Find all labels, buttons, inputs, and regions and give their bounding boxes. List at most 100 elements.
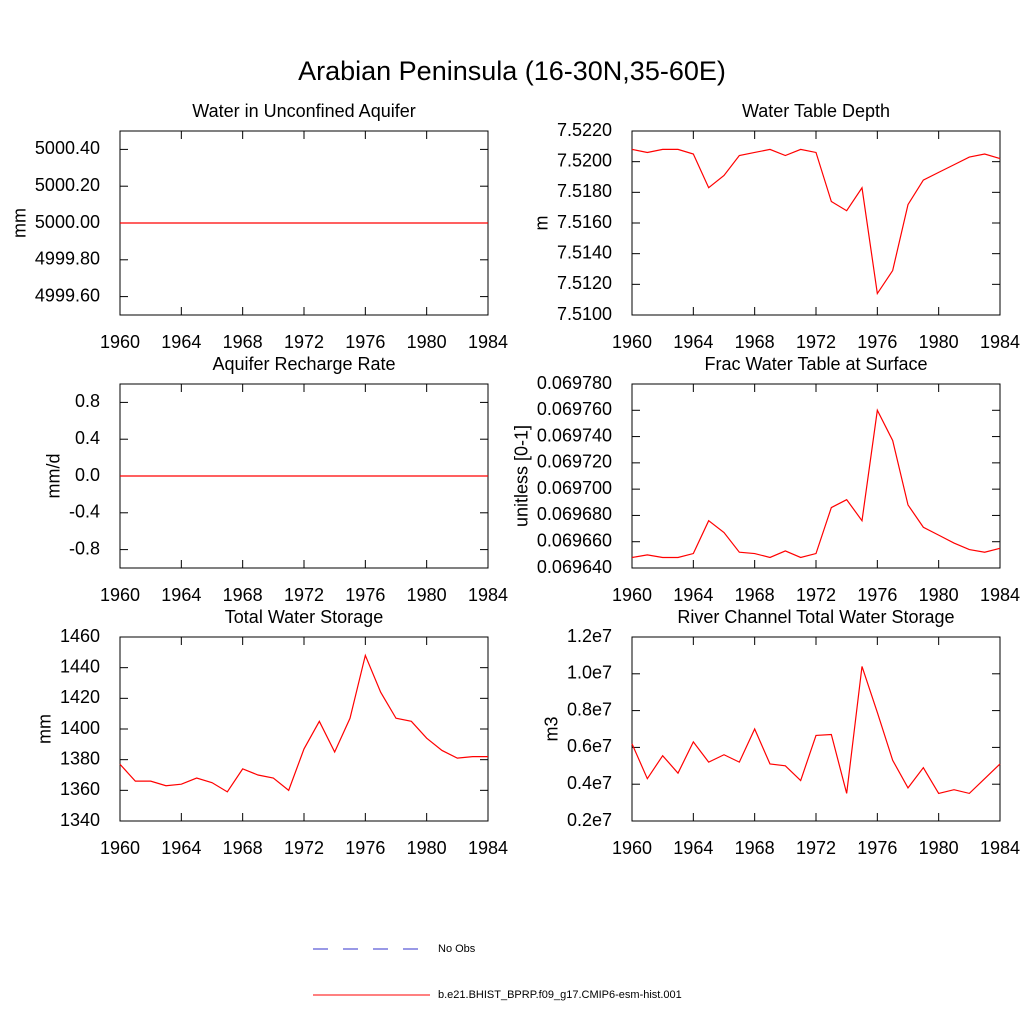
panel: Water Table Depth 1960 1964 1968 1972 1976 198… (532, 101, 1020, 352)
y-tick-label: 7.5120 (557, 273, 612, 293)
panel-title: Aquifer Recharge Rate (212, 354, 395, 374)
x-tick-label: 1976 (857, 332, 897, 352)
y-tick-label: 0.069660 (537, 530, 612, 550)
data-line (631, 666, 1001, 795)
x-tick-label: 1964 (673, 332, 713, 352)
y-axis-label: m3 (542, 716, 562, 741)
y-tick-label: 0.069720 (537, 452, 612, 472)
y-tick-label: 0.069760 (537, 399, 612, 419)
y-tick-label: 1400 (60, 718, 100, 738)
y-tick-label: 0.8 (75, 391, 100, 411)
y-tick-label: 1360 (60, 779, 100, 799)
data-line (631, 408, 1001, 559)
panel-title: Total Water Storage (225, 607, 383, 627)
y-tick-label: 0.069640 (537, 557, 612, 577)
y-tick-label: 0.4 (75, 428, 100, 448)
y-tick-label: 1460 (60, 626, 100, 646)
y-tick-label: 4999.80 (35, 249, 100, 269)
y-tick-label: 0.069740 (537, 425, 612, 445)
x-tick-label: 1972 (796, 332, 836, 352)
y-tick-label: 0.069780 (537, 373, 612, 393)
x-tick-label: 1964 (673, 585, 713, 605)
x-tick-label: 1984 (980, 585, 1020, 605)
x-tick-label: 1960 (100, 838, 140, 858)
y-tick-label: -0.8 (69, 538, 100, 558)
x-tick-label: 1980 (407, 332, 447, 352)
y-tick-label: 7.5160 (557, 212, 612, 232)
x-tick-label: 1972 (796, 585, 836, 605)
y-tick-label: 7.5220 (557, 120, 612, 140)
x-tick-label: 1960 (612, 838, 652, 858)
x-tick-label: 1968 (735, 585, 775, 605)
panel: Frac Water Table at Surface 1960 1964 1968 1… (512, 354, 1020, 605)
x-tick-label: 1968 (735, 838, 775, 858)
x-tick-label: 1972 (284, 838, 324, 858)
x-tick-label: 1984 (468, 332, 508, 352)
panel: Aquifer Recharge Rate 1960 1964 1968 1972 197… (44, 354, 508, 605)
y-tick-label: 7.5140 (557, 242, 612, 262)
y-tick-label: 5000.20 (35, 175, 100, 195)
data-line (119, 653, 488, 793)
x-tick-label: 1984 (468, 585, 508, 605)
x-tick-label: 1964 (161, 838, 201, 858)
y-tick-label: 0.8e7 (567, 699, 612, 719)
y-axis-label: mm/d (44, 454, 64, 499)
panel-title: Frac Water Table at Surface (704, 354, 927, 374)
x-tick-label: 1984 (980, 838, 1020, 858)
panel-title: Water Table Depth (742, 101, 890, 121)
y-tick-label: 1.2e7 (567, 626, 612, 646)
y-tick-label: 1420 (60, 687, 100, 707)
y-tick-label: 0.4e7 (567, 773, 612, 793)
y-tick-label: 0.0 (75, 465, 100, 485)
x-tick-label: 1980 (407, 585, 447, 605)
plot-frame (631, 130, 1001, 316)
x-tick-label: 1976 (857, 838, 897, 858)
x-tick-label: 1960 (100, 585, 140, 605)
y-tick-label: 5000.40 (35, 138, 100, 158)
y-axis-label: mm (35, 714, 55, 744)
y-tick-label: 7.5200 (557, 150, 612, 170)
x-tick-label: 1972 (284, 332, 324, 352)
panel-title: Water in Unconfined Aquifer (192, 101, 415, 121)
x-tick-label: 1976 (345, 332, 385, 352)
x-tick-label: 1984 (468, 838, 508, 858)
panel-title: River Channel Total Water Storage (677, 607, 954, 627)
x-tick-label: 1968 (223, 332, 263, 352)
x-tick-label: 1980 (407, 838, 447, 858)
x-tick-label: 1980 (919, 332, 959, 352)
x-tick-label: 1976 (345, 838, 385, 858)
legend-label: b.e21.BHIST_BPRP.f09_g17.CMIP6-esm-hist.… (438, 989, 682, 1001)
x-tick-label: 1964 (161, 585, 201, 605)
legend-label: No Obs (438, 943, 476, 955)
y-tick-label: 4999.60 (35, 285, 100, 305)
x-tick-label: 1980 (919, 585, 959, 605)
plot-frame (119, 636, 489, 822)
data-line (631, 148, 1001, 296)
y-tick-label: 0.6e7 (567, 736, 612, 756)
x-tick-label: 1964 (673, 838, 713, 858)
plot-frame (631, 636, 1001, 822)
y-axis-label: m (532, 216, 552, 231)
y-tick-label: 5000.00 (35, 212, 100, 232)
panel: Total Water Storage 1960 1964 1968 1972 1976 1… (35, 607, 508, 858)
y-tick-label: 0.069700 (537, 478, 612, 498)
x-tick-label: 1972 (284, 585, 324, 605)
y-axis-label: unitless [0-1] (512, 425, 532, 527)
y-tick-label: 0.2e7 (567, 810, 612, 830)
x-tick-label: 1976 (345, 585, 385, 605)
x-tick-label: 1968 (735, 332, 775, 352)
y-tick-label: 1440 (60, 656, 100, 676)
x-tick-label: 1964 (161, 332, 201, 352)
panel: River Channel Total Water Storage 1960 196… (542, 607, 1020, 858)
x-tick-label: 1960 (100, 332, 140, 352)
x-tick-label: 1968 (223, 838, 263, 858)
y-tick-label: 7.5100 (557, 304, 612, 324)
y-tick-label: 1.0e7 (567, 663, 612, 683)
x-tick-label: 1984 (980, 332, 1020, 352)
x-tick-label: 1960 (612, 585, 652, 605)
panel: Water in Unconfined Aquifer 1960 1964 1968 1… (10, 101, 508, 352)
y-tick-label: 1380 (60, 748, 100, 768)
y-tick-label: -0.4 (69, 502, 100, 522)
